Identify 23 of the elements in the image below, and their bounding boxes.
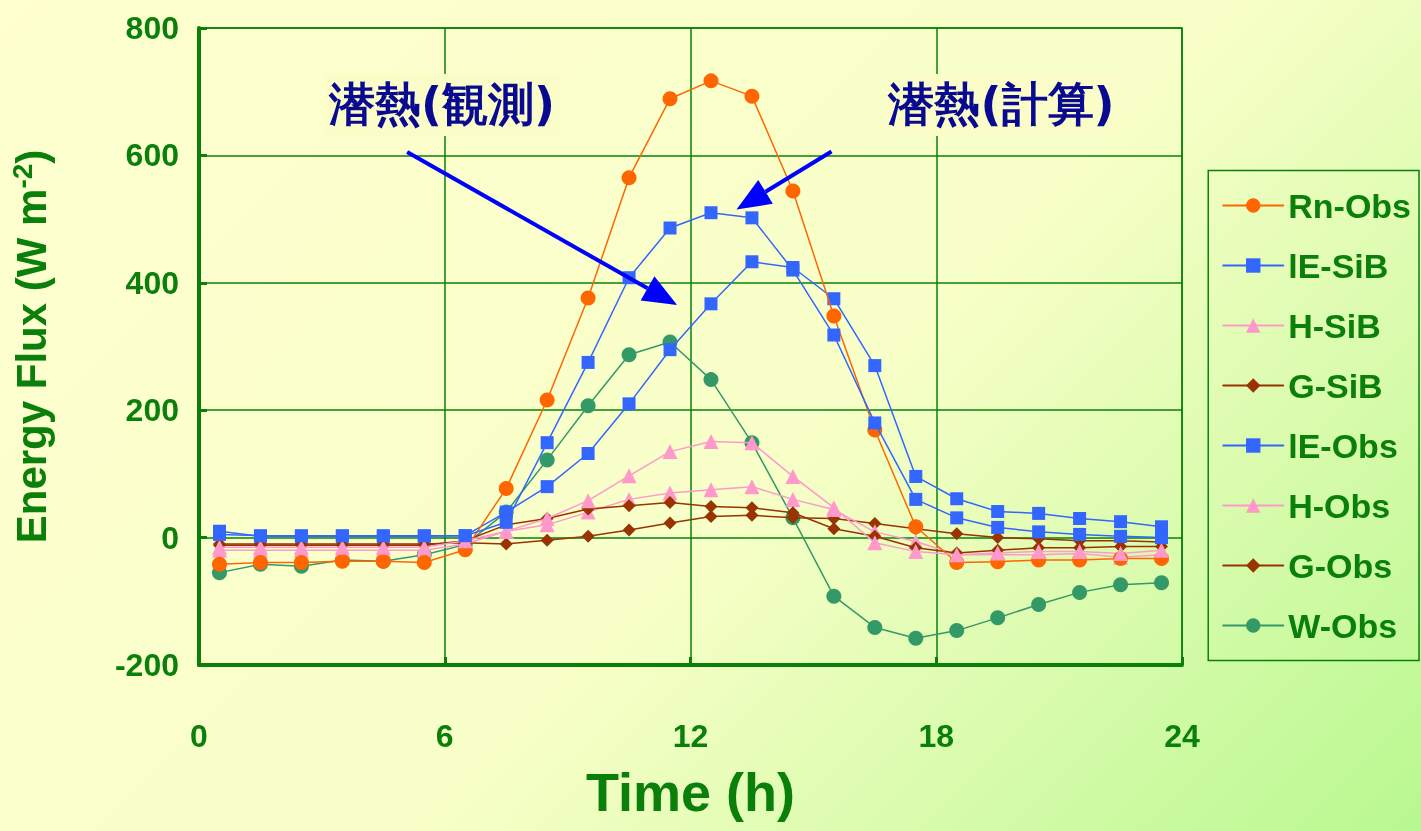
y-tick-label: 400 [125,264,179,301]
x-tick-label: 24 [1164,718,1200,754]
x-tick-label: 0 [190,718,208,754]
annotation: 潜熱(計算) [884,73,1119,136]
legend-label: H-SiB [1288,306,1381,345]
y-tick-label: 0 [161,519,179,556]
y-tick-label: 200 [125,392,179,429]
legend-label: Rn-Obs [1288,186,1412,225]
y-tick-label: 800 [125,10,179,46]
legend-label: W-Obs [1288,606,1398,645]
x-tick-label: 6 [435,718,454,754]
legend-label: G-SiB [1288,366,1383,405]
annotation: 潜熱(観測) [325,74,560,137]
y-tick-label: -200 [114,647,179,683]
x-tick-label: 18 [918,718,955,754]
y-axis-title: Energy Flux (W m-2) [6,149,55,544]
y-tick-label: 600 [125,137,179,174]
legend-label: G-Obs [1288,546,1393,585]
legend-label: H-Obs [1288,486,1391,525]
legend-label: lE-SiB [1288,246,1389,285]
x-tick-label: 12 [672,718,709,754]
legend-label: lE-Obs [1288,426,1398,465]
x-axis-title: Time (h) [585,762,796,822]
